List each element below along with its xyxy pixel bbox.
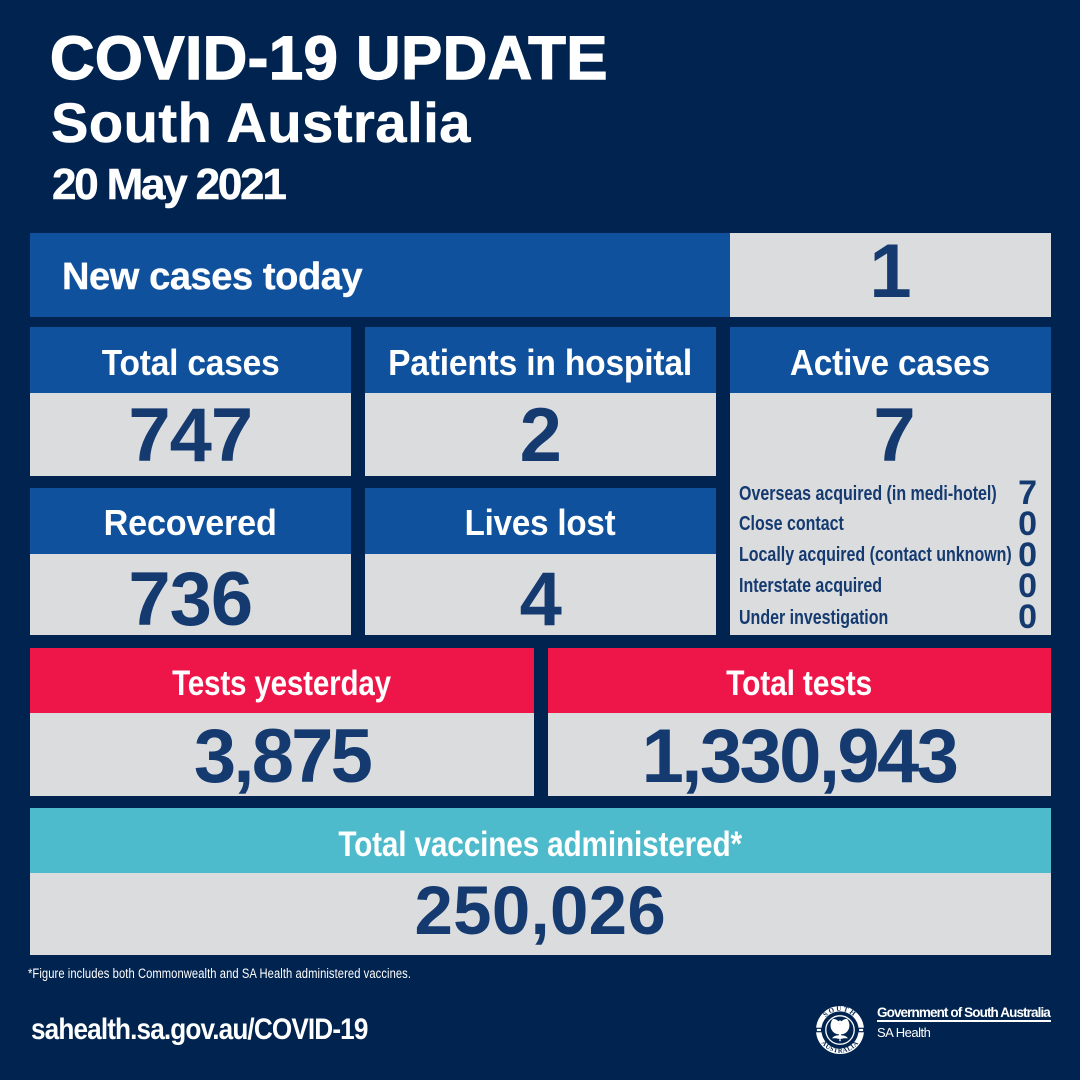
svg-text:SOUTH: SOUTH (822, 1006, 859, 1019)
svg-text:AUSTRALIA: AUSTRALIA (820, 1039, 860, 1053)
